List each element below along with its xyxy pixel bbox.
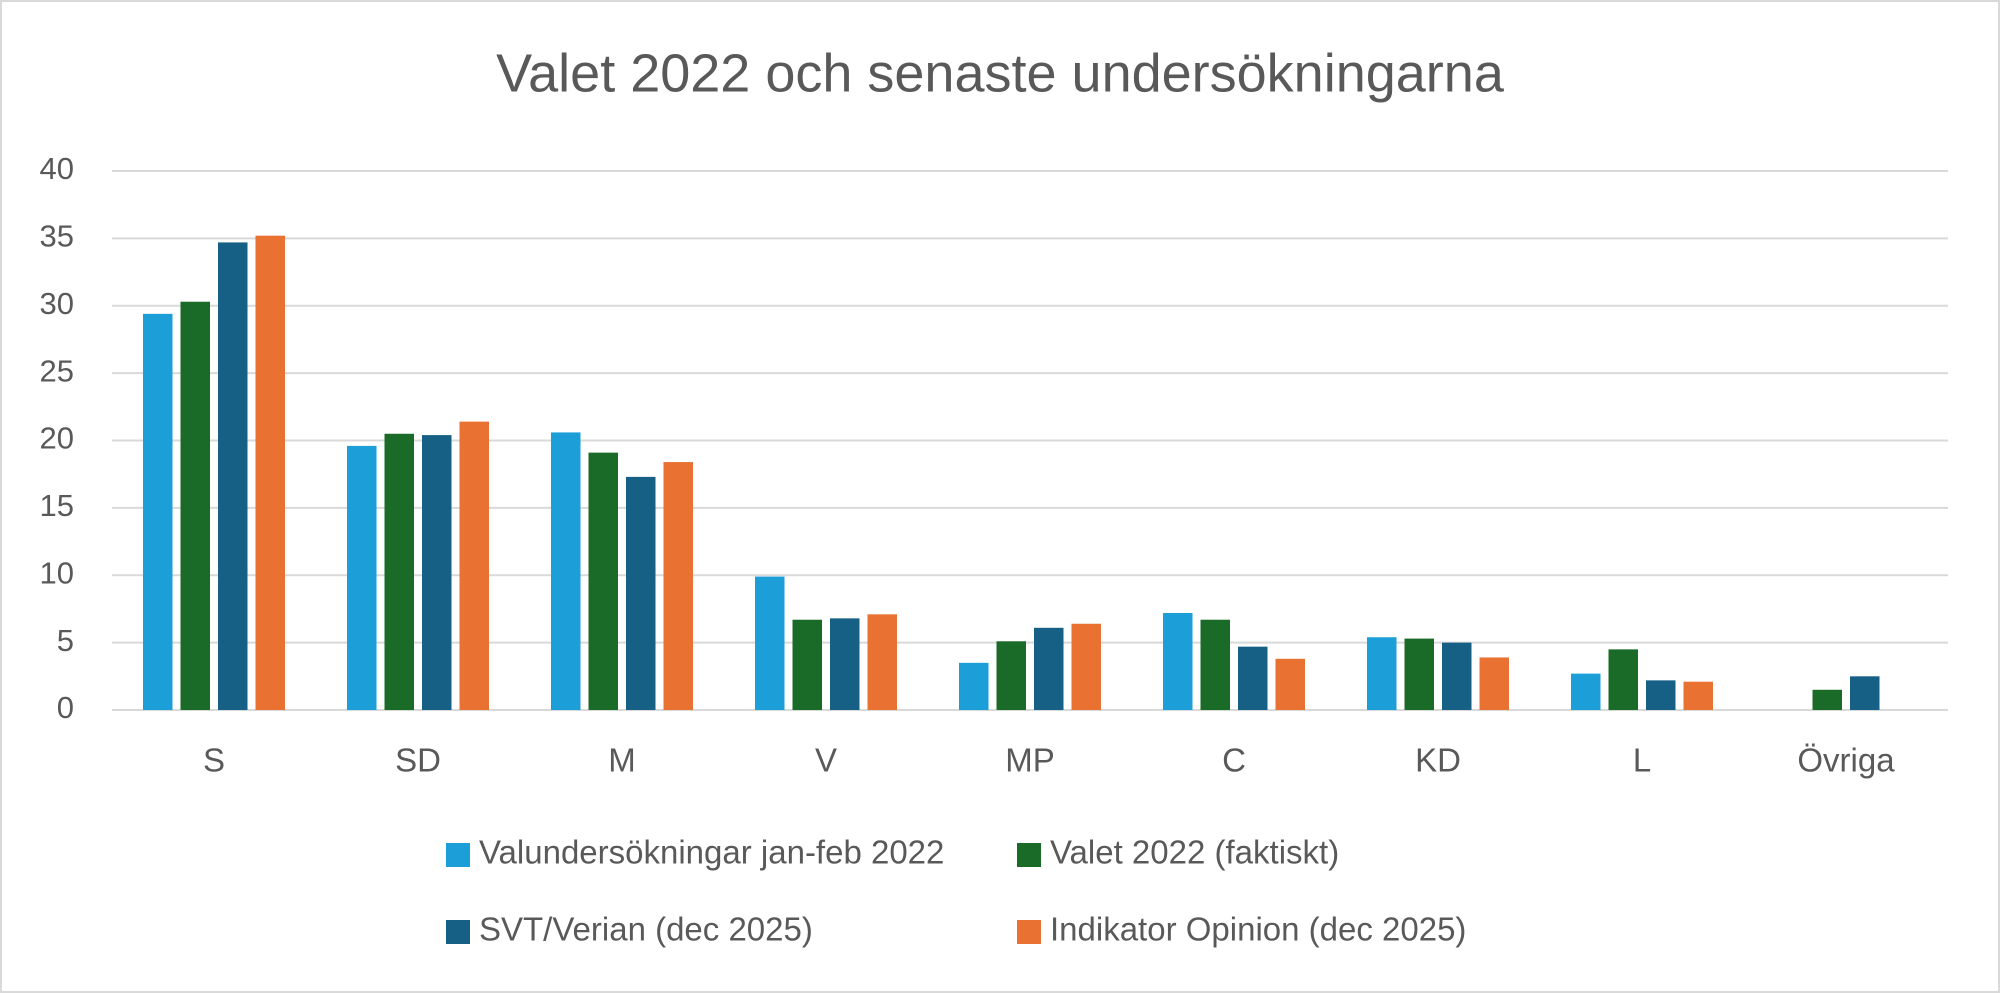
bar <box>218 242 248 711</box>
y-tick-label: 35 <box>40 219 74 254</box>
bar <box>1071 623 1101 710</box>
x-tick-label: S <box>203 742 225 779</box>
x-tick-label: KD <box>1415 742 1461 779</box>
legend-label: Indikator Opinion (dec 2025) <box>1050 911 1466 948</box>
bar <box>626 476 656 710</box>
x-tick-label: L <box>1633 742 1651 779</box>
y-tick-label: 10 <box>40 555 74 590</box>
bar <box>1367 637 1397 710</box>
bar <box>1238 646 1268 710</box>
bar <box>663 462 693 710</box>
y-tick-label: 25 <box>40 353 74 388</box>
x-tick-label: Övriga <box>1797 742 1895 779</box>
bar <box>459 421 489 710</box>
legend-swatch <box>1017 843 1041 867</box>
bar <box>551 432 581 710</box>
bar <box>1442 642 1472 710</box>
bar <box>792 619 822 710</box>
bar <box>1275 658 1305 710</box>
bar <box>180 301 210 710</box>
bar <box>830 618 860 710</box>
bar <box>867 614 897 710</box>
y-tick-label: 40 <box>40 151 74 186</box>
bar <box>959 662 989 710</box>
legend-swatch <box>446 920 470 944</box>
x-tick-label: C <box>1222 742 1246 779</box>
y-tick-label: 30 <box>40 286 74 321</box>
y-tick-label: 15 <box>40 488 74 523</box>
y-tick-label: 5 <box>57 623 74 658</box>
bar <box>996 641 1026 710</box>
y-tick-label: 0 <box>57 690 74 725</box>
legend-swatch <box>1017 920 1041 944</box>
legend-label: Valet 2022 (faktiskt) <box>1050 834 1339 871</box>
x-tick-label: M <box>608 742 636 779</box>
bar <box>1034 627 1064 710</box>
bar <box>347 445 377 710</box>
legend-swatch <box>446 843 470 867</box>
bar <box>1479 657 1509 710</box>
bar <box>143 313 173 710</box>
x-tick-label: V <box>815 742 837 779</box>
legend-label: Valundersökningar jan-feb 2022 <box>479 834 944 871</box>
x-tick-label: MP <box>1005 742 1055 779</box>
bar <box>1571 673 1601 710</box>
bar <box>1163 612 1193 710</box>
bar <box>384 433 414 710</box>
bar <box>588 452 618 710</box>
bar <box>1812 689 1842 710</box>
x-tick-label: SD <box>395 742 441 779</box>
bar <box>1608 649 1638 710</box>
bar <box>255 235 285 710</box>
legend-label: SVT/Verian (dec 2025) <box>479 911 813 948</box>
bar <box>1646 680 1676 710</box>
bar <box>1850 676 1880 710</box>
y-tick-label: 20 <box>40 421 74 456</box>
bar <box>1404 638 1434 710</box>
bar <box>422 435 452 710</box>
bar <box>1200 619 1230 710</box>
chart-title: Valet 2022 och senaste undersökningarna <box>496 43 1505 103</box>
bar <box>755 576 785 710</box>
bar <box>1683 681 1713 710</box>
